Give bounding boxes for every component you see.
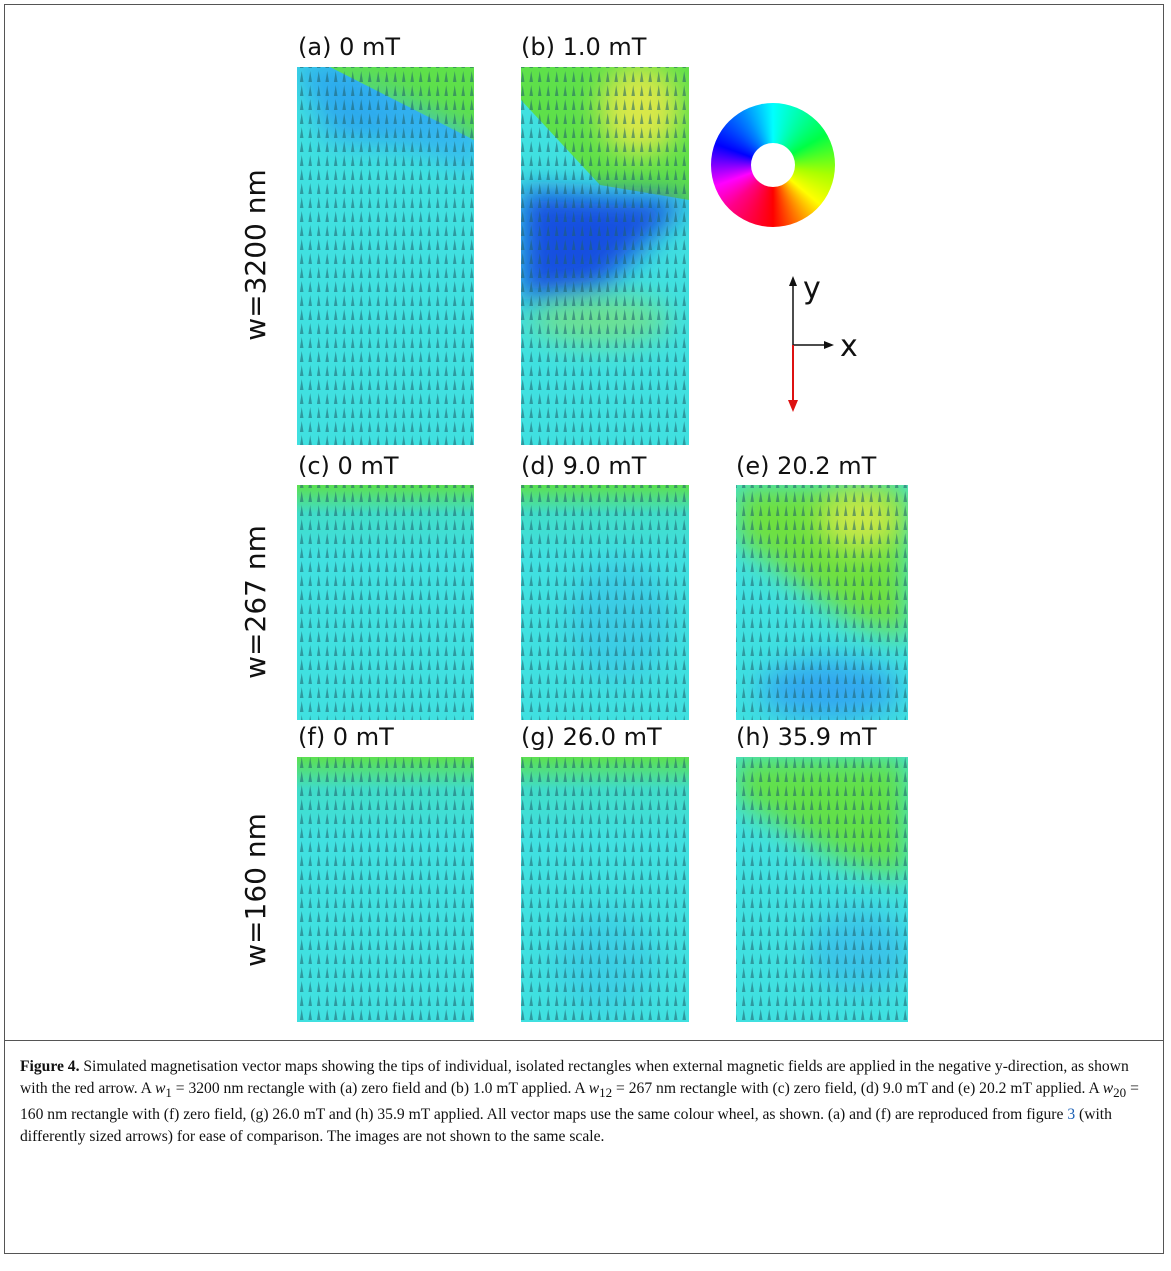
figure-frame — [4, 4, 1164, 1254]
vector-map — [521, 67, 689, 445]
caption-label: Figure 4. — [20, 1058, 80, 1075]
colour-wheel-hole — [751, 143, 795, 187]
figure-link[interactable]: 3 — [1067, 1106, 1076, 1124]
figure: (a) 0 mT (b) 1.0 mT (c) 0 mT (d) 9.0 mT … — [239, 33, 908, 1022]
caption: Figure 4. Simulated magnetisation vector… — [20, 1056, 1150, 1148]
vector-map — [297, 67, 474, 445]
panel-label: (g) 26.0 mT — [521, 723, 662, 751]
caption-text: (with differently sized arrows) for ease… — [20, 1106, 1112, 1146]
vector-map — [521, 485, 689, 720]
caption-text: = 3200 nm rectangle with (a) zero field … — [171, 1080, 589, 1097]
row-label: w=267 nm — [239, 525, 272, 679]
panel-label: (h) 35.9 mT — [736, 723, 877, 751]
caption-sub: 1 — [165, 1085, 172, 1101]
caption-text: = 160 nm rectangle with (f) zero field, … — [20, 1080, 1139, 1124]
panel-label: (d) 9.0 mT — [521, 452, 647, 480]
vector-map — [736, 757, 908, 1022]
caption-text: = 267 nm rectangle with (c) zero field, … — [612, 1080, 1103, 1097]
caption-var: w — [588, 1080, 600, 1097]
panel-label: (a) 0 mT — [298, 33, 400, 61]
separator — [4, 1040, 1164, 1041]
caption-var: w — [154, 1080, 166, 1097]
axis-label: y — [803, 271, 821, 306]
row-label: w=3200 nm — [239, 169, 272, 341]
panel-label: (c) 0 mT — [298, 452, 399, 480]
vector-map — [297, 485, 474, 720]
axis-label: x — [840, 329, 858, 364]
row-labels: w=3200 nm w=267 nm w=160 nm — [239, 169, 272, 967]
caption-sub: 20 — [1113, 1085, 1127, 1101]
vector-map — [736, 485, 908, 720]
vector-map — [297, 757, 474, 1022]
panel-labels: (a) 0 mT (b) 1.0 mT (c) 0 mT (d) 9.0 mT … — [298, 33, 877, 751]
panel-label: (f) 0 mT — [298, 723, 394, 751]
caption-sub: 12 — [599, 1085, 613, 1101]
vector-map — [521, 757, 689, 1022]
panel-label: (e) 20.2 mT — [736, 452, 877, 480]
caption-text: Simulated magnetisation vector maps show… — [20, 1058, 1129, 1097]
panel-label: (b) 1.0 mT — [521, 33, 647, 61]
axes-indicator: y x — [788, 271, 858, 412]
row-label: w=160 nm — [239, 813, 272, 967]
caption-var: w — [1102, 1080, 1114, 1097]
